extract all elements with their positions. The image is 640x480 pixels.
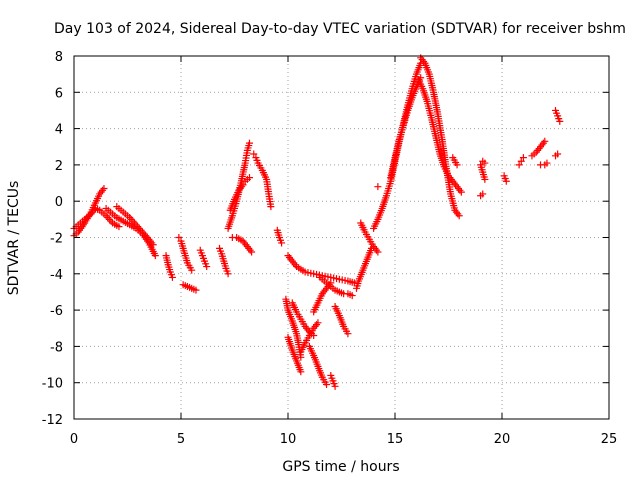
y-tick-label: 8 <box>55 50 63 65</box>
data-point <box>100 184 108 192</box>
grid <box>74 56 609 419</box>
y-tick-label: 6 <box>55 86 63 101</box>
data-point <box>115 223 123 231</box>
data-point <box>543 159 551 167</box>
x-axis-label: GPS time / hours <box>282 459 399 475</box>
data-point <box>297 368 305 376</box>
data-point <box>105 215 113 223</box>
data-point <box>175 234 183 241</box>
y-tick-labels: -12 -10 -8 -6 -4 -2 0 2 4 6 8 <box>42 50 63 428</box>
data-point <box>554 150 562 158</box>
x-tick-label: 15 <box>387 432 404 447</box>
data-point <box>541 137 549 145</box>
data-point <box>192 286 200 294</box>
y-tick-label: -12 <box>42 413 63 428</box>
data-point <box>556 117 564 125</box>
data-point <box>224 270 232 278</box>
data-point <box>374 183 382 191</box>
data-point <box>481 159 489 167</box>
data-point <box>515 161 523 169</box>
y-tick-label: -2 <box>50 232 63 247</box>
axis-ticks <box>73 55 610 420</box>
data-point <box>245 174 253 182</box>
data-point <box>168 273 176 281</box>
y-tick-label: -4 <box>50 268 63 283</box>
data-point <box>455 212 463 220</box>
chart-title: Day 103 of 2024, Sidereal Day-to-day VTE… <box>54 21 626 37</box>
x-tick-labels: 0 5 10 15 20 25 <box>70 432 617 447</box>
x-tick-label: 5 <box>177 432 185 447</box>
y-tick-label: 2 <box>55 159 63 174</box>
y-axis-label: SDTVAR / TECUs <box>6 181 22 296</box>
data-point <box>250 150 258 158</box>
data-point <box>267 203 275 211</box>
y-tick-label: 4 <box>55 123 63 138</box>
y-tick-label: -6 <box>50 304 63 319</box>
data-point <box>374 248 382 256</box>
data-point <box>479 190 487 198</box>
data-point <box>519 154 527 162</box>
data-point <box>278 239 286 247</box>
x-tick-label: 0 <box>70 432 78 447</box>
data-point <box>239 181 247 189</box>
data-point <box>314 319 322 327</box>
data-point <box>344 330 352 338</box>
data-point <box>502 177 510 185</box>
data-point <box>188 266 196 274</box>
data-points <box>70 54 564 390</box>
data-point <box>245 139 253 147</box>
data-point <box>248 248 256 256</box>
data-point <box>453 161 461 169</box>
data-point <box>323 381 331 389</box>
x-tick-label: 20 <box>494 432 511 447</box>
data-point <box>481 175 489 183</box>
data-point <box>151 252 159 260</box>
data-point <box>203 263 211 271</box>
x-tick-label: 25 <box>601 432 618 447</box>
y-tick-label: -8 <box>50 340 63 355</box>
y-tick-label: 0 <box>55 195 63 210</box>
data-point <box>348 292 356 300</box>
data-point <box>149 241 157 249</box>
data-point <box>331 382 339 390</box>
y-tick-label: -10 <box>42 377 63 392</box>
data-point <box>457 188 465 196</box>
data-point <box>517 157 525 165</box>
data-point <box>310 332 318 340</box>
data-point <box>135 224 143 232</box>
x-tick-label: 10 <box>280 432 297 447</box>
